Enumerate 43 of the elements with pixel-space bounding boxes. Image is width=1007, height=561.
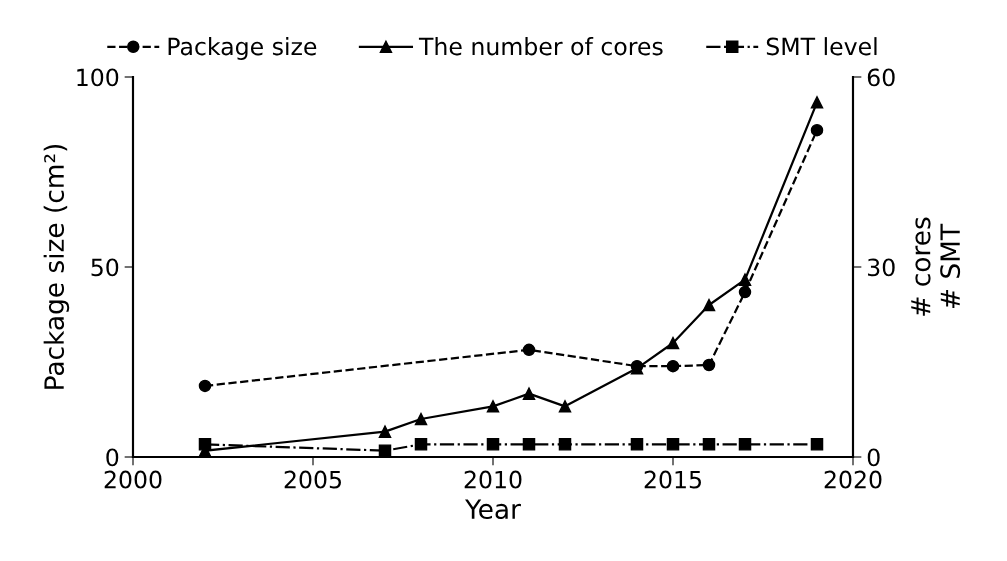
point	[702, 438, 716, 451]
x-tick-label: 2015	[644, 470, 701, 489]
y-tick-label: 100	[77, 68, 119, 87]
y2-tick-label: 60	[867, 68, 895, 87]
legend-label: Package size	[168, 37, 317, 60]
point	[702, 298, 716, 312]
point	[666, 336, 680, 350]
point	[486, 400, 500, 413]
point	[558, 400, 572, 413]
y-tick-label: 50	[91, 258, 119, 277]
point	[630, 438, 644, 451]
point	[414, 438, 428, 451]
point	[198, 438, 212, 451]
x-axis-title: Year	[465, 499, 521, 520]
y2-axis-title: # cores # SMT	[911, 217, 961, 316]
point	[378, 425, 392, 438]
point	[558, 438, 572, 451]
point	[810, 96, 824, 109]
point	[198, 379, 212, 393]
point	[486, 438, 500, 451]
point	[414, 412, 428, 426]
legend-label: The number of cores	[418, 37, 663, 56]
x-tick-label: 2000	[104, 470, 162, 489]
point	[666, 438, 680, 451]
x-tick-label: 2005	[284, 470, 341, 489]
point	[666, 359, 680, 373]
y-tick-label: 0	[106, 448, 119, 467]
x-tick-label: 2020	[824, 470, 882, 489]
x-tick-label: 2010	[464, 470, 522, 489]
legend-label: SMT level	[766, 37, 877, 56]
point	[522, 387, 536, 400]
y2-tick-label: 0	[867, 448, 880, 467]
point	[522, 438, 536, 451]
point	[522, 343, 536, 357]
y-axis-title: Package size (cm²)	[43, 144, 70, 389]
point	[810, 123, 824, 137]
point	[378, 444, 392, 457]
point	[738, 438, 752, 451]
point	[810, 438, 824, 451]
point	[702, 358, 716, 372]
y2-tick-label: 30	[867, 258, 895, 277]
point	[738, 273, 752, 286]
point	[738, 285, 752, 299]
